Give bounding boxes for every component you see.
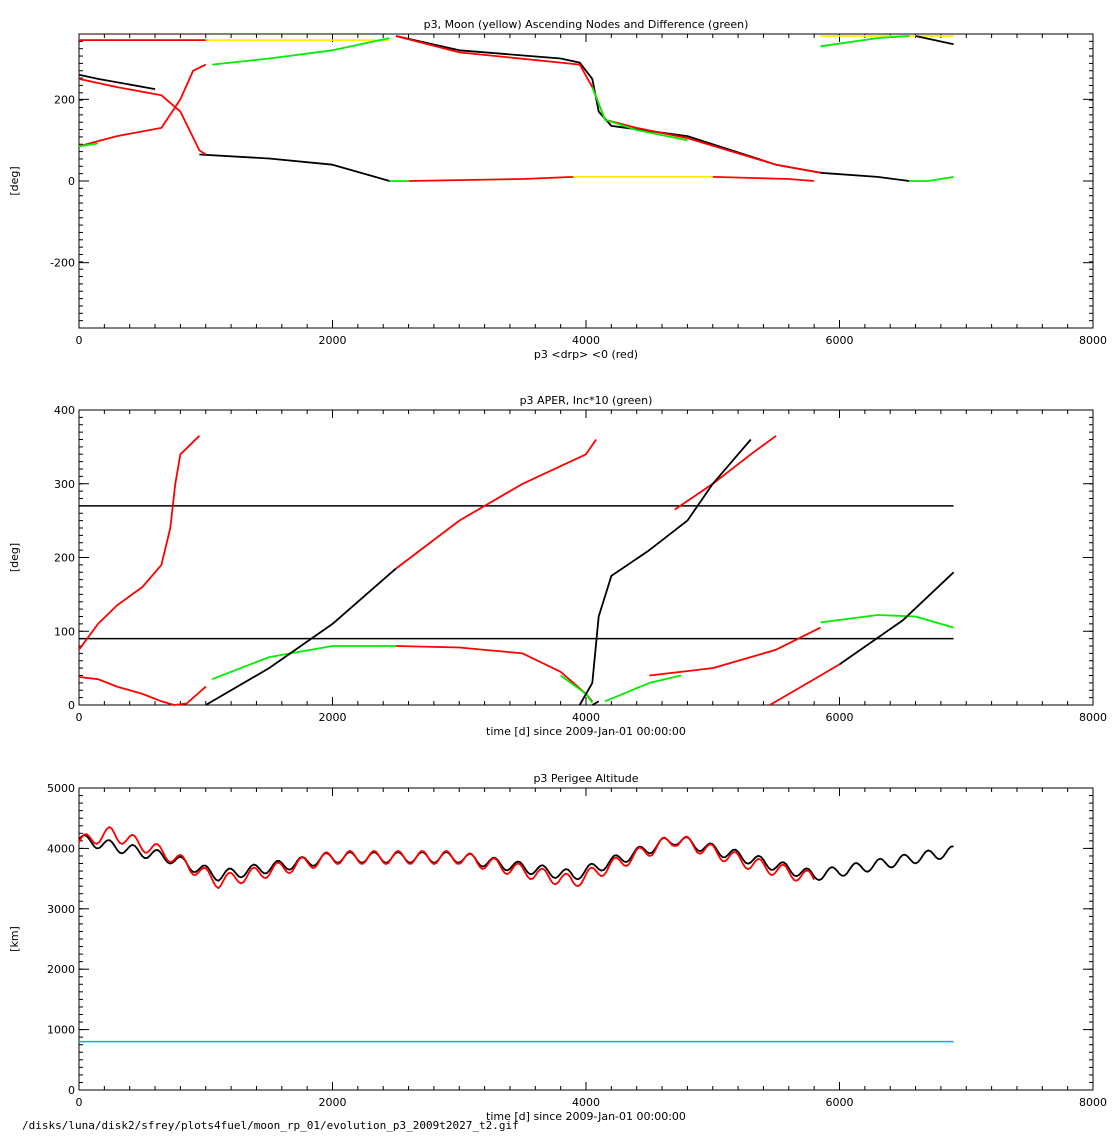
panel2-series-red-line (78, 676, 207, 706)
panel3-y-tick-label: 5000 (47, 782, 75, 795)
panel2-series-green-line (211, 645, 396, 681)
panel2-y-tick-label: 400 (54, 404, 75, 417)
panel1-y-tick-label: 200 (54, 93, 75, 106)
panel1-series-green-line (820, 35, 910, 48)
panel3-title: p3 Perigee Altitude (533, 772, 638, 785)
panel2-series-green-line (560, 674, 594, 704)
panel3-x-tick-label: 8000 (1079, 1096, 1107, 1109)
panel1-series-red-line (78, 63, 207, 148)
panel2-series-red-line (395, 645, 593, 702)
panel1-x-tick-label: 6000 (826, 334, 854, 347)
panel2-series-green-line (604, 674, 682, 703)
panel1-series-black-line (78, 73, 156, 90)
file-path-caption: /disks/luna/disk2/sfrey/plots4fuel/moon_… (22, 1119, 519, 1132)
panel3-plot-frame (78, 787, 1094, 1091)
panel1-y-tick-label: 0 (68, 175, 75, 188)
panel2-series-black-line (591, 700, 600, 706)
panel3-series-black-line (78, 834, 954, 882)
panel3-x-tick-label: 2000 (319, 1096, 347, 1109)
panel1-series-green-line (591, 86, 688, 142)
panel1-series-red-line (712, 176, 815, 182)
panel3-x-axis-label: time [d] since 2009-Jan-01 00:00:00 (486, 1110, 686, 1123)
panel1-series-black-line (395, 35, 821, 174)
panel2-x-axis-label: time [d] since 2009-Jan-01 00:00:00 (486, 725, 686, 738)
panel2-series-red-line (769, 663, 840, 706)
panel3-series-red-line (78, 826, 815, 889)
panel2-series-black-line (578, 438, 752, 706)
panel1-x-axis-label: p3 <drp> <0 (red) (534, 348, 638, 361)
panel1-series-green-line (909, 176, 954, 182)
panel2-y-tick-label: 200 (54, 552, 75, 565)
panel2-y-tick-label: 0 (68, 699, 75, 712)
panel1-series-black-line (820, 171, 910, 182)
panel3-x-tick-label: 0 (76, 1096, 83, 1109)
panel3-y-axis-label: [km] (8, 926, 21, 952)
panel1-y-axis-label: [deg] (8, 166, 21, 195)
panel3-y-tick-label: 1000 (47, 1024, 75, 1037)
panel1-series-red-line (78, 78, 207, 156)
panel1-series-black-line (199, 153, 390, 182)
panel1-series-green-line (78, 142, 99, 148)
panel1-series-green-line (212, 37, 390, 66)
panel3-y-tick-label: 2000 (47, 963, 75, 976)
panel2-series-red-line (649, 626, 821, 677)
panel1-series-black-line (915, 35, 954, 46)
panel1-title: p3, Moon (yellow) Ascending Nodes and Di… (424, 18, 749, 31)
panel3-y-tick-label: 4000 (47, 842, 75, 855)
panel1-plot-frame (78, 33, 1094, 329)
panel1-x-tick-label: 2000 (319, 334, 347, 347)
panel2-y-tick-label: 100 (54, 625, 75, 638)
panel1-x-tick-label: 0 (76, 334, 83, 347)
panel3-x-tick-label: 6000 (826, 1096, 854, 1109)
panel1-x-tick-label: 4000 (572, 334, 600, 347)
panel2-series-red-line (78, 435, 201, 651)
panel2-series-black-line (838, 571, 955, 666)
panel2-x-tick-label: 8000 (1079, 711, 1107, 724)
panel1-series-red-line (408, 176, 574, 182)
panel2-x-tick-label: 6000 (826, 711, 854, 724)
panel1-series-red-line (395, 35, 821, 174)
panel2-x-tick-label: 2000 (319, 711, 347, 724)
panel1-y-tick-label: -200 (50, 257, 75, 270)
panel2-y-tick-label: 300 (54, 478, 75, 491)
panel2-x-tick-label: 4000 (572, 711, 600, 724)
panel3-x-tick-label: 4000 (572, 1096, 600, 1109)
panel3-y-tick-label: 0 (68, 1084, 75, 1097)
panel1-x-tick-label: 8000 (1079, 334, 1107, 347)
panel2-y-axis-label: [deg] (8, 543, 21, 572)
panel2-series-black-line (205, 567, 397, 706)
panel2-x-tick-label: 0 (76, 711, 83, 724)
panel2-series-red-line (674, 435, 777, 511)
panel2-series-red-line (395, 438, 597, 570)
panel2-series-green-line (820, 614, 954, 629)
panel2-title: p3 APER, Inc*10 (green) (520, 394, 653, 407)
panel3-y-tick-label: 3000 (47, 903, 75, 916)
